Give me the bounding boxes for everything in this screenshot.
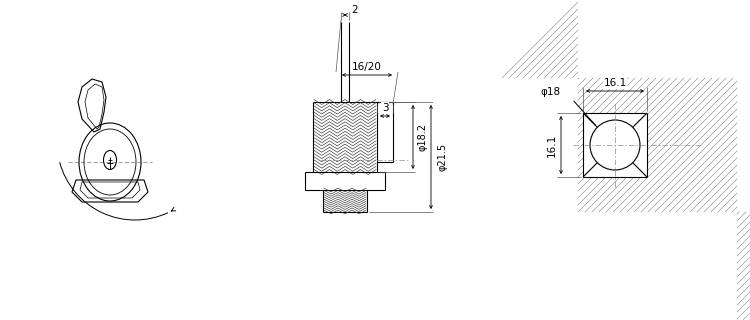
Circle shape — [590, 120, 640, 170]
Text: 16.1: 16.1 — [603, 78, 627, 88]
Text: 3: 3 — [382, 103, 388, 113]
Text: φ21.5: φ21.5 — [438, 143, 448, 171]
Polygon shape — [583, 113, 647, 177]
Text: φ18: φ18 — [540, 87, 560, 97]
Text: 16.1: 16.1 — [547, 133, 557, 156]
Text: 16/20: 16/20 — [352, 62, 382, 72]
Circle shape — [590, 120, 640, 170]
Text: φ18.2: φ18.2 — [418, 123, 428, 151]
Text: 2: 2 — [352, 5, 358, 15]
